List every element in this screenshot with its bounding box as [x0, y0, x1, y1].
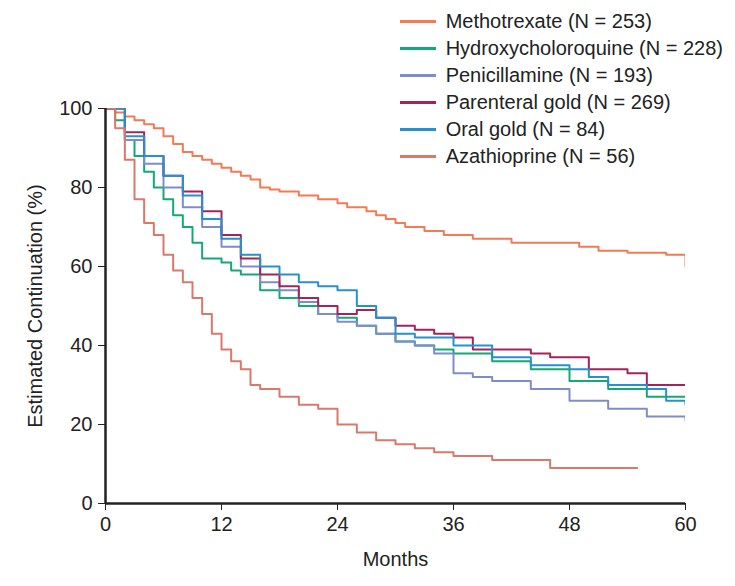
svg-text:48: 48: [558, 513, 580, 535]
svg-text:100: 100: [59, 97, 92, 119]
svg-text:80: 80: [70, 176, 92, 198]
html-text:Azathioprine (N = 56): Azathioprine (N = 56): [445, 145, 636, 167]
html-text:Hydroxycholoroquine (N = 228): Hydroxycholoroquine (N = 228): [445, 37, 723, 59]
svg-text:24: 24: [326, 513, 348, 535]
svg-text:Months: Months: [363, 548, 429, 570]
svg-text:60: 60: [70, 255, 92, 277]
svg-text:0: 0: [100, 513, 111, 535]
svg-text:36: 36: [442, 513, 464, 535]
svg-text:60: 60: [674, 513, 696, 535]
svg-text:40: 40: [70, 334, 92, 356]
html-text:Parenteral gold (N = 269): Parenteral gold (N = 269): [445, 91, 671, 113]
svg-text:12: 12: [210, 513, 232, 535]
svg-text:20: 20: [70, 413, 92, 435]
svg-text:Estimated Continuation (%): Estimated Continuation (%): [24, 184, 46, 427]
html-text:Methotrexate (N = 253): Methotrexate (N = 253): [445, 10, 652, 32]
html-text:Penicillamine (N = 193): Penicillamine (N = 193): [445, 64, 653, 86]
html-text:Oral gold (N = 84): Oral gold (N = 84): [445, 118, 606, 140]
svg-text:0: 0: [81, 492, 92, 514]
